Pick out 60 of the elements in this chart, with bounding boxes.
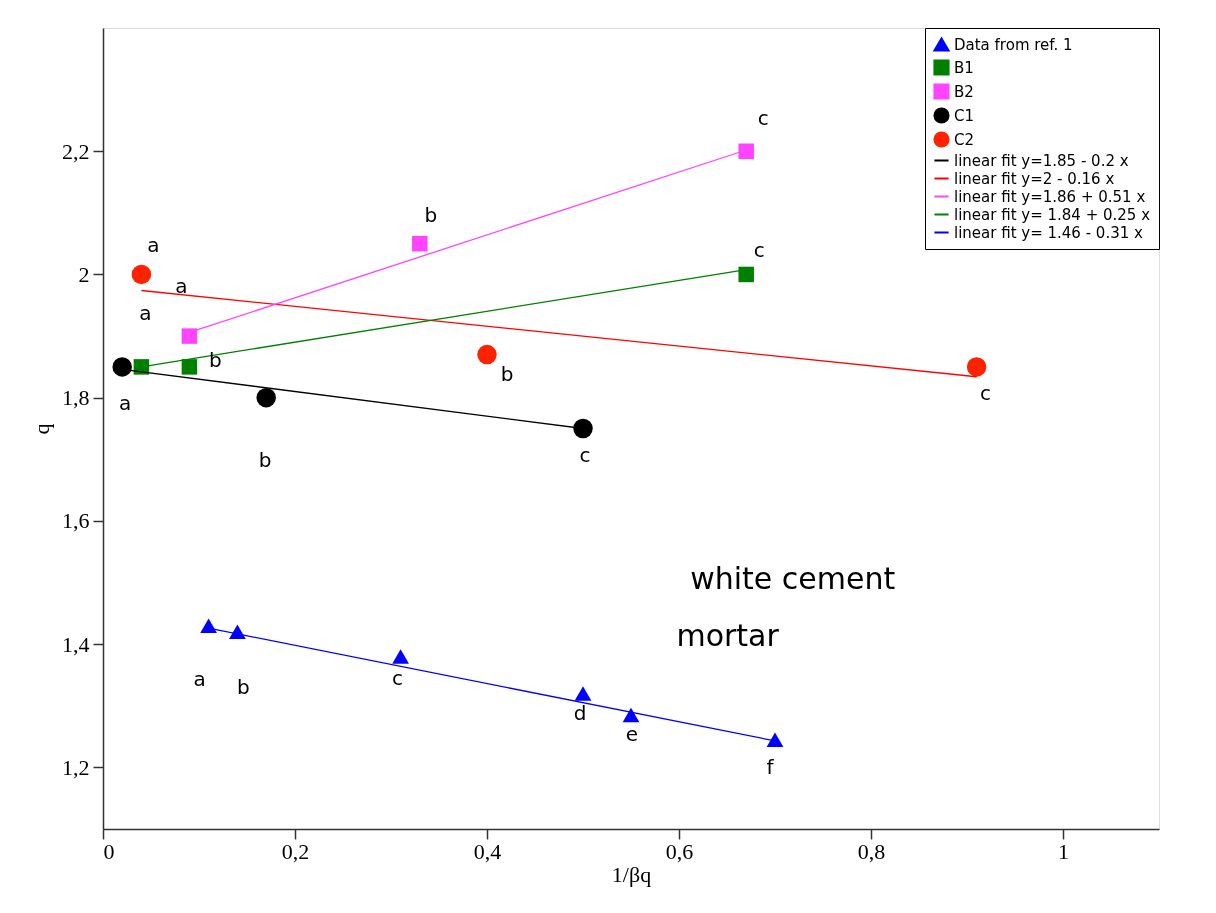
point bbox=[738, 266, 754, 283]
y-axis-title: q bbox=[29, 423, 54, 435]
legend-label: linear fit y= 1.46 - 0.31 x bbox=[954, 223, 1144, 242]
legend-label: Data from ref. 1 bbox=[954, 35, 1073, 54]
point bbox=[622, 707, 640, 723]
legend-label: B2 bbox=[954, 82, 974, 101]
annotation: c bbox=[980, 380, 992, 405]
x-tick-label: 1 bbox=[1058, 838, 1069, 864]
annotation: mortar bbox=[676, 617, 780, 653]
point bbox=[200, 618, 217, 633]
legend-label: C2 bbox=[954, 130, 975, 149]
annotation: a bbox=[147, 233, 160, 258]
y-tick-label: 2 bbox=[78, 261, 90, 287]
annotation: b bbox=[258, 447, 272, 472]
point bbox=[477, 344, 497, 365]
point bbox=[181, 328, 198, 344]
y-tick-label: 2,2 bbox=[62, 138, 90, 164]
point bbox=[181, 359, 198, 375]
legend-label: B1 bbox=[954, 58, 974, 77]
point bbox=[256, 387, 276, 408]
legend-label: linear fit y= 1.84 + 0.25 x bbox=[954, 205, 1151, 224]
y-tick-label: 1,4 bbox=[62, 631, 90, 657]
annotation: b bbox=[209, 347, 222, 372]
y-tick-label: 1,6 bbox=[62, 508, 90, 534]
annotation: b bbox=[500, 361, 514, 386]
point bbox=[412, 235, 428, 252]
annotation: a bbox=[193, 666, 206, 691]
x-tick-label: 0,8 bbox=[857, 838, 886, 864]
legend-label: C1 bbox=[954, 106, 975, 125]
annotation: a bbox=[119, 390, 132, 415]
y-tick-label: 1,2 bbox=[62, 754, 90, 780]
annotation: a bbox=[175, 274, 188, 299]
point bbox=[766, 732, 784, 747]
point bbox=[112, 357, 132, 377]
x-tick-label: 0,6 bbox=[665, 838, 694, 864]
legend-label: linear fit y=2 - 0.16 x bbox=[954, 169, 1115, 188]
annotation: f bbox=[766, 754, 775, 779]
annotation: a bbox=[139, 300, 152, 325]
annotation: c bbox=[753, 238, 765, 263]
annotation: d bbox=[573, 701, 587, 726]
x-tick-label: 0 bbox=[103, 838, 115, 864]
annotation: c bbox=[757, 106, 769, 131]
legend-label: linear fit y=1.86 + 0.51 x bbox=[954, 187, 1146, 206]
x-axis-title: 1/βq bbox=[611, 861, 652, 887]
point bbox=[966, 357, 987, 377]
annotation: white cement bbox=[690, 560, 896, 596]
point bbox=[573, 418, 593, 439]
annotation: c bbox=[392, 666, 404, 691]
point bbox=[392, 649, 409, 664]
annotation: b bbox=[424, 202, 438, 227]
x-tick-label: 0,4 bbox=[473, 838, 502, 864]
legend-label: linear fit y=1.85 - 0.2 x bbox=[954, 151, 1129, 170]
point bbox=[131, 264, 152, 285]
point bbox=[738, 143, 754, 159]
annotation: c bbox=[579, 442, 591, 467]
point bbox=[574, 686, 592, 701]
y-tick-label: 1,8 bbox=[62, 385, 90, 411]
annotation: e bbox=[625, 722, 639, 747]
annotation: b bbox=[237, 674, 250, 699]
x-tick-label: 0,2 bbox=[281, 838, 310, 864]
